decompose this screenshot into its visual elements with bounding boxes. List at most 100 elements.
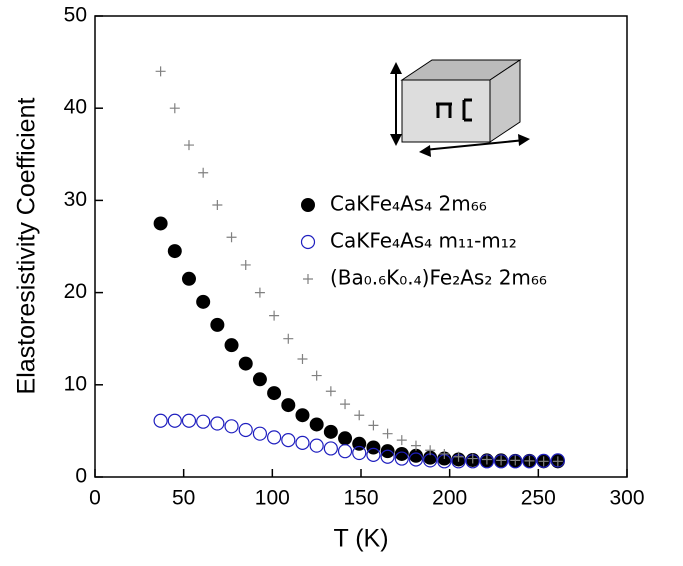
point xyxy=(394,446,409,461)
point xyxy=(269,310,280,321)
point xyxy=(283,333,294,344)
point xyxy=(408,448,423,463)
legend-label: CaKFe₄As₄ 2m₆₆ xyxy=(330,192,487,216)
point xyxy=(325,386,336,397)
point xyxy=(382,428,393,439)
legend-marker xyxy=(300,234,316,250)
point xyxy=(425,445,436,456)
point xyxy=(238,356,253,371)
point xyxy=(380,444,395,459)
point xyxy=(183,140,194,151)
point xyxy=(311,370,322,381)
x-tick-label: 300 xyxy=(609,487,644,510)
y-axis-label: Elastoresistivity Coefficient xyxy=(13,98,41,395)
point xyxy=(181,413,197,428)
x-axis-label: T (K) xyxy=(333,525,388,553)
point xyxy=(295,408,310,423)
arrow-head xyxy=(518,134,530,146)
point xyxy=(380,449,395,464)
point xyxy=(338,431,353,446)
point xyxy=(524,455,535,466)
point xyxy=(536,453,551,468)
point xyxy=(252,426,268,441)
point xyxy=(212,200,223,211)
y-tick-label: 20 xyxy=(64,280,87,303)
y-tick-label: 0 xyxy=(75,465,87,488)
point xyxy=(295,435,310,450)
point xyxy=(453,451,464,462)
point xyxy=(210,416,225,431)
point xyxy=(352,445,367,461)
point xyxy=(396,435,407,446)
x-tick-label: 150 xyxy=(343,487,378,510)
point xyxy=(368,420,379,431)
y-tick-label: 40 xyxy=(64,96,87,119)
point xyxy=(340,399,351,410)
point xyxy=(198,167,209,178)
point xyxy=(550,453,565,468)
point xyxy=(309,417,324,432)
point xyxy=(410,440,421,451)
point xyxy=(155,66,166,77)
point xyxy=(167,413,182,428)
point xyxy=(281,398,296,413)
point xyxy=(323,441,338,456)
point xyxy=(281,433,296,448)
point xyxy=(224,338,239,353)
point xyxy=(210,317,225,332)
point xyxy=(354,410,365,421)
point xyxy=(408,452,424,467)
point xyxy=(181,271,196,286)
point xyxy=(522,454,537,469)
x-tick-label: 0 xyxy=(89,487,101,510)
point xyxy=(508,454,523,469)
point xyxy=(552,456,563,467)
point xyxy=(267,430,282,445)
x-tick-label: 250 xyxy=(521,487,556,510)
arrow-head xyxy=(419,145,431,157)
point xyxy=(366,440,381,455)
legend-label: CaKFe₄As₄ m₁₁-m₁₂ xyxy=(330,229,517,253)
point xyxy=(323,424,338,439)
x-tick-label: 100 xyxy=(255,487,290,510)
y-tick-label: 50 xyxy=(64,4,87,27)
x-tick-label: 200 xyxy=(432,487,467,510)
point xyxy=(510,455,521,466)
legend-marker xyxy=(301,198,315,212)
y-tick-label: 30 xyxy=(64,188,87,211)
point xyxy=(153,413,168,428)
point xyxy=(238,422,253,438)
y-tick-label: 10 xyxy=(64,372,87,395)
point xyxy=(366,447,381,462)
point xyxy=(538,456,549,467)
box-front xyxy=(401,79,491,143)
inset-diagram xyxy=(390,59,530,157)
point xyxy=(226,232,237,243)
point xyxy=(493,454,509,469)
point xyxy=(309,438,324,453)
point xyxy=(394,451,409,466)
point xyxy=(167,244,182,259)
arrow-horizontal xyxy=(423,139,526,151)
point xyxy=(297,353,308,364)
point xyxy=(267,386,282,401)
point xyxy=(481,454,492,465)
point xyxy=(153,216,168,231)
point xyxy=(439,448,450,459)
legend-label: (Ba₀.₆K₀.₄)Fe₂As₂ 2m₆₆ xyxy=(330,266,547,290)
arrow-head xyxy=(390,62,402,74)
point xyxy=(240,259,251,270)
point xyxy=(196,414,211,429)
point xyxy=(196,294,211,309)
contacts xyxy=(436,98,472,122)
point xyxy=(496,455,507,466)
point xyxy=(423,450,438,465)
arrow-head xyxy=(390,134,402,146)
point xyxy=(337,444,353,459)
point xyxy=(254,287,265,298)
legend-marker xyxy=(303,274,313,284)
point xyxy=(169,103,180,114)
point xyxy=(224,419,239,434)
